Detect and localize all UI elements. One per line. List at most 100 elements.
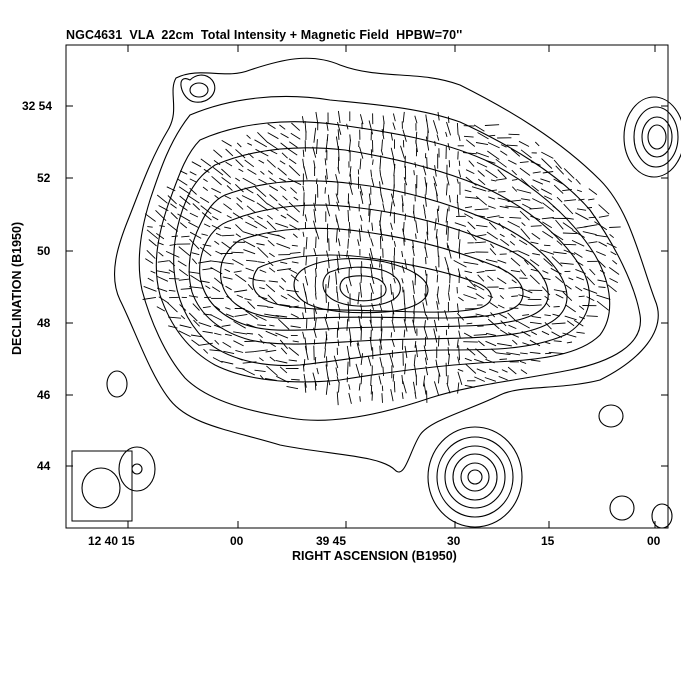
field-vector: [200, 205, 212, 215]
field-vector: [158, 205, 169, 212]
field-vector: [244, 159, 255, 168]
field-vector: [490, 179, 497, 182]
field-vector: [466, 347, 476, 356]
field-vector: [292, 340, 299, 343]
field-vector: [464, 206, 473, 209]
field-vector: [516, 320, 530, 329]
field-vector: [188, 221, 199, 228]
field-vector: [336, 291, 339, 301]
field-vector: [564, 199, 577, 202]
field-vector: [303, 247, 305, 256]
field-vector: [211, 216, 219, 221]
field-vector: [497, 169, 507, 179]
field-vector: [435, 265, 438, 274]
field-vector: [520, 178, 531, 188]
field-vector: [476, 271, 485, 274]
field-vector: [156, 270, 170, 274]
field-vector: [424, 320, 426, 329]
field-vector: [157, 260, 169, 263]
field-vector: [521, 222, 526, 227]
field-vector: [540, 188, 553, 195]
field-vector: [247, 301, 256, 310]
field-vector: [189, 171, 197, 176]
field-vector: [497, 304, 505, 309]
field-vector: [167, 222, 179, 232]
field-vector: [457, 268, 461, 277]
field-vector: [426, 220, 429, 235]
field-vector: [588, 216, 596, 219]
field-vector: [302, 312, 305, 319]
field-vector: [520, 228, 531, 240]
field-vector: [519, 161, 529, 164]
field-vector: [518, 239, 528, 246]
field-vector: [445, 220, 448, 235]
field-vector: [256, 202, 269, 211]
field-vector: [464, 251, 476, 255]
y-tick-label: 46: [37, 388, 51, 402]
field-vector: [402, 228, 406, 242]
field-vector: [268, 252, 275, 258]
field-vector: [225, 161, 233, 167]
x-tick-label: 30: [447, 534, 461, 548]
field-vector: [214, 195, 220, 200]
y-tick-label: 52: [37, 171, 51, 185]
field-vector: [142, 296, 156, 300]
field-vector: [390, 193, 396, 207]
field-vector: [519, 304, 529, 306]
field-vector: [467, 221, 476, 230]
field-vector: [519, 167, 531, 176]
field-vector: [360, 325, 363, 341]
field-vector: [445, 208, 449, 223]
field-vector: [170, 212, 178, 220]
field-vector: [510, 148, 521, 157]
field-vector: [202, 330, 213, 334]
field-vector: [487, 150, 500, 160]
field-vector: [530, 161, 541, 166]
field-vector: [346, 250, 348, 258]
field-vector: [202, 306, 211, 309]
field-vector: [575, 286, 583, 292]
field-vector: [465, 169, 475, 175]
field-vector: [474, 208, 489, 211]
field-vector: [545, 341, 551, 345]
field-vector: [348, 277, 352, 287]
field-vector: [315, 236, 317, 249]
field-vector: [589, 268, 596, 276]
field-vector: [550, 231, 564, 241]
field-vector: [489, 368, 499, 373]
field-vector: [509, 241, 516, 246]
field-vector: [382, 366, 384, 377]
field-vector: [260, 170, 265, 175]
field-vector: [225, 285, 232, 291]
field-vector: [473, 284, 485, 291]
field-vector: [542, 171, 554, 174]
field-vector: [156, 287, 168, 292]
field-vector: [458, 330, 461, 339]
field-vector: [146, 249, 156, 259]
field-vector: [225, 313, 234, 318]
field-vector: [303, 373, 307, 388]
field-vector: [264, 313, 279, 317]
field-vector: [486, 215, 500, 219]
field-vector: [223, 350, 235, 355]
field-vector: [336, 267, 340, 274]
field-vector: [534, 141, 540, 147]
field-vector: [191, 339, 200, 346]
field-vector: [518, 140, 530, 147]
field-vector: [424, 270, 427, 276]
field-vector: [548, 351, 564, 355]
field-vector: [578, 295, 585, 298]
field-vector: [203, 223, 211, 228]
field-vector: [498, 287, 505, 290]
field-vector: [490, 312, 496, 318]
field-vector: [381, 393, 383, 403]
field-vector: [497, 259, 507, 264]
y-axis-label: DECLINATION (B1950): [10, 222, 24, 355]
field-vector: [532, 253, 541, 256]
field-vector: [474, 376, 485, 382]
field-vector: [357, 291, 360, 305]
field-vector: [463, 332, 473, 339]
field-vector: [349, 338, 352, 347]
field-vector: [178, 330, 191, 338]
field-vector: [193, 319, 200, 327]
